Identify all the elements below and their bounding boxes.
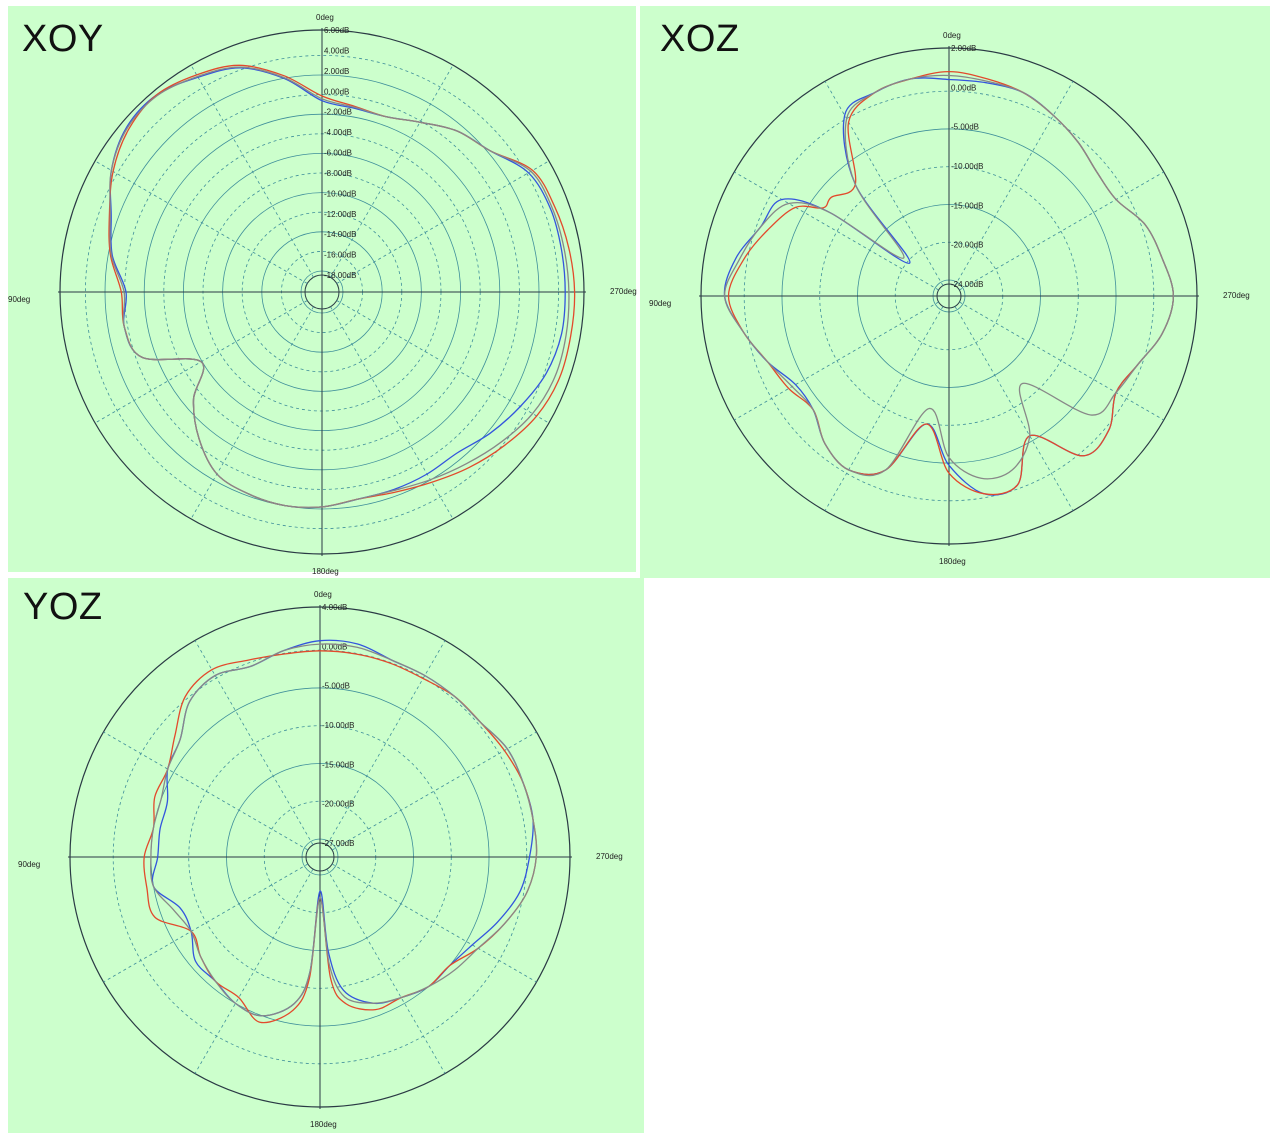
yoz-spoke	[103, 731, 309, 851]
xoy-radial-tick-label: -16.00dB	[324, 251, 356, 260]
xoy-angle-label-left: 90deg	[8, 295, 30, 304]
yoz-polar-chart: 4.00dB 0.00dB -5.00dB -10.00dB -15.00dB -20.0…	[18, 590, 623, 1129]
xoy-radial-tick-label: -10.00dB	[324, 189, 356, 198]
xoy-spoke	[190, 64, 314, 278]
yoz-radial-tick-label: 4.00dB	[322, 603, 347, 612]
xoy-spoke	[336, 160, 550, 284]
xoy-series-2-trace	[109, 66, 570, 509]
xoy-title: XOY	[22, 18, 104, 60]
xoy-radial-tick-label: -18.00dB	[324, 271, 356, 280]
xoy-grid	[58, 28, 586, 556]
xoz-spoke	[959, 171, 1164, 291]
xoz-angle-label-bottom: 180deg	[939, 557, 966, 566]
xoz-spoke	[954, 306, 1074, 511]
xoz-spoke	[959, 301, 1164, 421]
yoz-spoke	[194, 640, 314, 846]
yoz-angle-label-right: 270deg	[596, 852, 623, 861]
yoz-radial-tick-label: -15.00dB	[322, 760, 354, 769]
yoz-pattern-panel: 4.00dB 0.00dB -5.00dB -10.00dB -15.00dB -20.0…	[8, 578, 644, 1133]
yoz-series-0-trace	[151, 639, 534, 1017]
xoz-title: XOZ	[660, 18, 740, 60]
yoz-spoke	[194, 868, 314, 1074]
xoy-radial-tick-label: -14.00dB	[324, 230, 356, 239]
xoz-radial-tick-label: -15.00dB	[951, 201, 983, 210]
xoz-angle-label-top: 0deg	[943, 31, 961, 40]
xoz-spoke	[734, 171, 939, 291]
xoz-spoke	[954, 81, 1074, 286]
xoy-radial-tick-label: 2.00dB	[324, 67, 349, 76]
yoz-angle-label-left: 90deg	[18, 860, 40, 869]
yoz-radial-tick-label: 0.00dB	[322, 642, 347, 651]
xoy-radial-tick-label: -8.00dB	[324, 169, 352, 178]
xoy-radial-tick-label: -12.00dB	[324, 210, 356, 219]
xoy-spoke	[330, 64, 454, 278]
xoy-radial-tick-label: 6.00dB	[324, 26, 349, 35]
yoz-angle-label-top: 0deg	[314, 590, 332, 599]
xoz-radial-tick-label: 0.00dB	[951, 83, 976, 92]
xoy-radial-tick-label: -4.00dB	[324, 128, 352, 137]
xoz-radial-tick-label: 2.00dB	[951, 44, 976, 53]
yoz-spoke	[326, 868, 446, 1074]
yoz-spoke	[331, 731, 537, 851]
xoz-radial-tick-label: -24.00dB	[951, 280, 983, 289]
xoy-spoke	[330, 306, 454, 520]
xoz-angle-label-right: 270deg	[1223, 291, 1250, 300]
xoz-radial-tick-label: -10.00dB	[951, 162, 983, 171]
xoz-polar-chart: 2.00dB 0.00dB -5.00dB -10.00dB -15.00dB -20.0…	[649, 31, 1250, 566]
yoz-angle-label-bottom: 180deg	[310, 1120, 337, 1129]
xoz-spoke	[824, 306, 944, 511]
yoz-title: YOZ	[23, 586, 103, 628]
xoy-spoke	[336, 300, 550, 424]
xoz-pattern-panel: 2.00dB 0.00dB -5.00dB -10.00dB -15.00dB -20.0…	[640, 6, 1270, 578]
xoy-angle-label-top: 0deg	[316, 13, 334, 22]
xoy-polar-chart: 6.00dB 4.00dB 2.00dB 0.00dB -2.00dB -4.00dB -6…	[8, 13, 637, 576]
yoz-radial-tick-label: -5.00dB	[322, 682, 350, 691]
yoz-series-1-trace	[143, 650, 538, 1024]
xoz-grid	[699, 46, 1199, 546]
yoz-radial-tick-label: -20.00dB	[322, 800, 354, 809]
xoz-radial-tick-label: -5.00dB	[951, 123, 979, 132]
xoz-series-2-trace	[723, 74, 1175, 480]
xoy-radial-tick-label: 0.00dB	[324, 87, 349, 96]
xoz-spoke	[824, 81, 944, 286]
xoy-radial-tick-label: -6.00dB	[324, 149, 352, 158]
xoz-angle-label-left: 90deg	[649, 299, 671, 308]
xoy-radial-tick-label: -2.00dB	[324, 108, 352, 117]
yoz-radial-tick-label: -27.00dB	[322, 839, 354, 848]
xoy-spoke	[190, 306, 314, 520]
yoz-series-2-trace	[150, 643, 538, 1017]
xoy-spoke	[94, 160, 308, 284]
xoy-angle-label-bottom: 180deg	[312, 567, 339, 576]
xoy-radial-tick-label: 4.00dB	[324, 46, 349, 55]
yoz-spoke	[326, 640, 446, 846]
yoz-spoke	[103, 863, 309, 983]
xoy-pattern-panel: 6.00dB 4.00dB 2.00dB 0.00dB -2.00dB -4.00dB -6…	[8, 6, 637, 576]
yoz-radial-tick-label: -10.00dB	[322, 721, 354, 730]
xoy-angle-label-right: 270deg	[610, 287, 637, 296]
xoz-radial-tick-label: -20.00dB	[951, 241, 983, 250]
xoz-spoke	[734, 301, 939, 421]
